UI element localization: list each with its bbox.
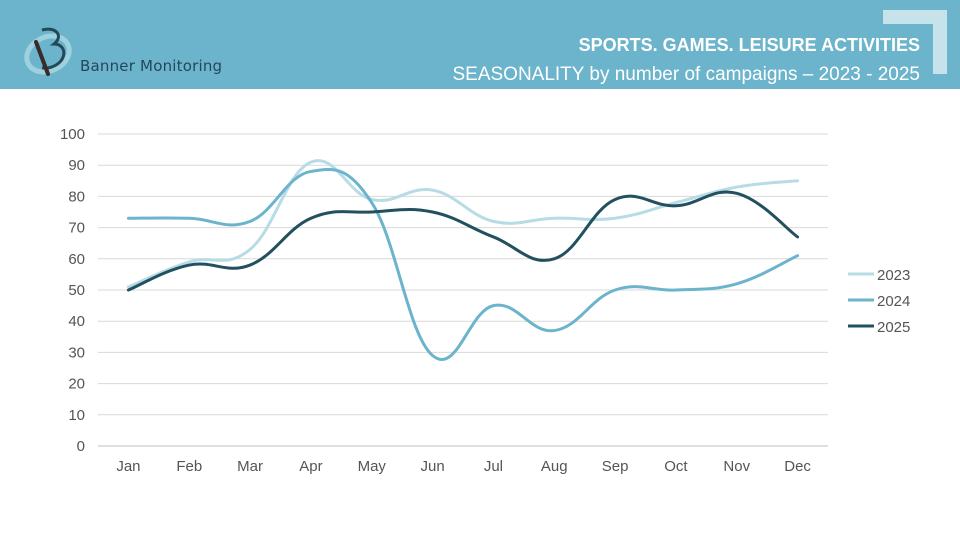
x-tick-label-jul: Jul [484,458,503,475]
legend-label-2023: 2023 [877,267,910,284]
y-tick-label: 10 [68,407,85,424]
y-tick-label: 50 [68,282,85,299]
y-tick-label: 90 [68,157,85,174]
x-tick-label-aug: Aug [541,458,568,475]
x-tick-label-jan: Jan [116,458,140,475]
y-tick-label: 100 [60,126,85,143]
x-tick-label-nov: Nov [723,458,750,475]
x-tick-label-apr: Apr [299,458,322,475]
y-tick-label: 40 [68,313,85,330]
y-tick-label: 80 [68,188,85,205]
legend-label-2025: 2025 [877,319,910,336]
y-tick-label: 70 [68,220,85,237]
legend: 2023 2024 2025 [848,267,910,336]
header-bar: Banner Monitoring SPORTS. GAMES. LEISURE… [0,0,960,89]
x-tick-label-dec: Dec [784,458,811,475]
x-tick-label-jun: Jun [420,458,444,475]
y-tick-label: 0 [77,438,85,455]
series-lines [126,159,800,361]
page-title: SPORTS. GAMES. LEISURE ACTIVITIES [578,35,920,55]
y-axis-ticks: 0 10 20 30 40 50 60 70 80 90 100 [60,126,85,455]
series-line-2025 [126,190,800,292]
x-tick-label-oct: Oct [664,458,688,475]
corner-decoration [883,10,947,74]
x-axis-ticks: Jan Feb Mar Apr May Jun Jul Aug Sep Oct Nov Dec [116,458,811,475]
page-subtitle: SEASONALITY by number of campaigns – 202… [452,64,920,85]
x-tick-label-feb: Feb [176,458,202,475]
y-tick-label: 30 [68,344,85,361]
y-tick-label: 60 [68,251,85,268]
y-tick-label: 20 [68,376,85,393]
brand-name: Banner Monitoring [80,57,223,75]
grid-lines [98,133,828,447]
legend-label-2024: 2024 [877,293,910,310]
series-line-2023 [126,159,800,289]
x-tick-label-sep: Sep [602,458,629,475]
x-tick-label-may: May [358,458,387,475]
x-tick-label-mar: Mar [237,458,263,475]
banner-monitoring-logo [24,27,72,76]
series-line-2024 [126,168,800,361]
